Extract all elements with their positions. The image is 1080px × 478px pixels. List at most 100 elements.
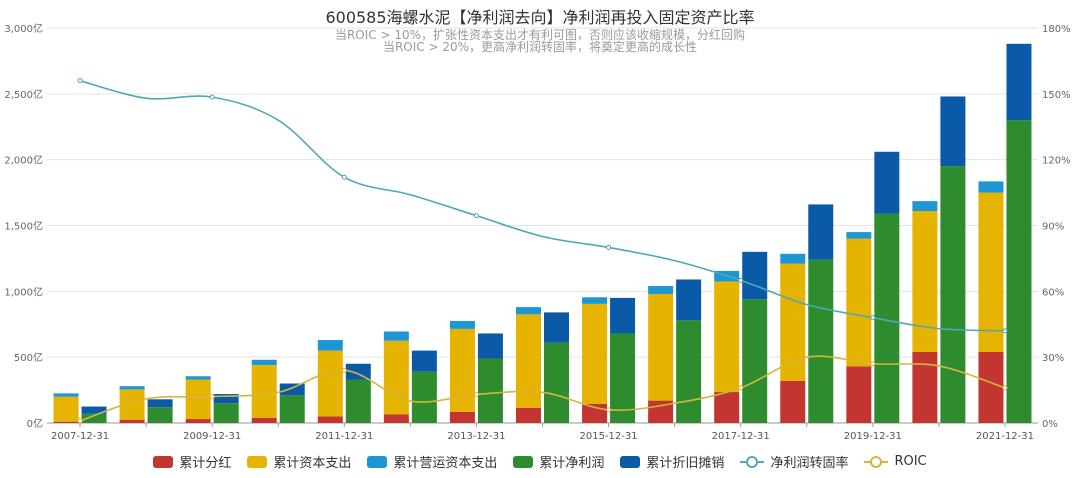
bar-累计净利润 — [411, 371, 437, 423]
bar-累计净利润 — [147, 407, 173, 423]
bar-累计分红 — [714, 392, 740, 423]
bar-累计净利润 — [940, 166, 966, 423]
point-净利润转固率 — [1002, 328, 1008, 334]
bar-累计折旧摊销 — [477, 333, 503, 359]
legend-label: 累计营运资本支出 — [393, 456, 498, 471]
x-tick-label: 2007-12-31 — [51, 431, 109, 442]
bar-累计分红 — [185, 419, 211, 423]
point-ROIC — [1002, 385, 1008, 391]
bar-累计资本支出 — [846, 238, 872, 367]
y-right-tick-label: 120% — [1042, 156, 1071, 167]
bar-累计资本支出 — [383, 340, 409, 415]
bar-累计分红 — [383, 414, 409, 423]
y-right-tick-label: 150% — [1042, 90, 1071, 101]
legend: 累计分红 累计资本支出 累计营运资本支出 累计净利润 累计折旧摊销 净利润转固率 ROIC — [0, 452, 1080, 471]
y-left-tick-label: 1,500亿 — [4, 220, 43, 233]
bar-累计折旧摊销 — [345, 363, 371, 380]
bar-累计折旧摊销 — [544, 312, 569, 343]
bar-累计营运资本支出 — [53, 393, 79, 397]
legend-swatch — [513, 455, 534, 468]
y-left-tick-label: 1,000亿 — [4, 285, 43, 298]
point-ROIC — [209, 394, 215, 400]
bar-累计营运资本支出 — [846, 232, 872, 239]
legend-item[interactable]: 累计分红 — [153, 452, 231, 471]
bar-累计分红 — [119, 419, 145, 423]
legend-item[interactable]: 累计折旧摊销 — [620, 452, 724, 471]
bar-累计营运资本支出 — [251, 359, 277, 366]
bar-累计资本支出 — [53, 396, 79, 422]
bar-累计营运资本支出 — [317, 340, 343, 351]
bar-累计折旧摊销 — [81, 406, 107, 414]
point-ROIC — [870, 361, 876, 367]
bar-累计折旧摊销 — [808, 204, 834, 260]
chart-subtitle-line-1: 当ROIC > 10%，扩张性资本支出才有利可图，否则应该收缩规模，分红回购 — [334, 28, 746, 42]
y-left-tick-label: 500亿 — [14, 351, 43, 364]
point-ROIC — [473, 391, 479, 397]
point-ROIC — [77, 418, 83, 424]
bar-累计营运资本支出 — [912, 201, 938, 212]
y-right-tick-label: 180% — [1042, 24, 1071, 35]
x-tick-label: 2009-12-31 — [183, 431, 241, 442]
bar-累计资本支出 — [648, 293, 674, 401]
bar-累计净利润 — [279, 395, 305, 423]
bar-累计折旧摊销 — [676, 279, 702, 321]
x-tick-label: 2011-12-31 — [315, 431, 373, 442]
y-left-tick-label: 2,500亿 — [4, 88, 43, 101]
bar-累计净利润 — [1006, 120, 1032, 424]
bar-累计资本支出 — [317, 350, 343, 417]
point-净利润转固率 — [738, 277, 744, 283]
y-right-tick-label: 0% — [1042, 419, 1058, 430]
bar-累计营运资本支出 — [582, 297, 608, 304]
point-净利润转固率 — [606, 244, 612, 250]
bar-累计营运资本支出 — [516, 307, 541, 315]
line-ROIC — [79, 355, 1006, 422]
legend-item[interactable]: 净利润转固率 — [740, 452, 848, 471]
bar-累计资本支出 — [449, 328, 475, 412]
legend-item[interactable]: 累计营运资本支出 — [367, 452, 497, 471]
bar-累计净利润 — [81, 413, 107, 423]
bar-累计资本支出 — [714, 281, 740, 393]
legend-item[interactable]: ROIC — [864, 454, 927, 469]
legend-item[interactable]: 累计资本支出 — [247, 452, 351, 471]
bar-累计分红 — [780, 380, 806, 423]
legend-label: 累计资本支出 — [273, 456, 352, 471]
y-left-tick-label: 2,000亿 — [4, 154, 43, 167]
point-净利润转固率 — [77, 78, 83, 84]
bar-累计资本支出 — [582, 303, 608, 404]
bar-累计折旧摊销 — [610, 297, 636, 334]
legend-swatch — [247, 455, 268, 468]
bar-累计分红 — [978, 351, 1004, 423]
bar-累计营运资本支出 — [648, 286, 674, 294]
x-tick-label: 2017-12-31 — [712, 431, 770, 442]
legend-label: 累计净利润 — [539, 456, 605, 471]
bar-累计资本支出 — [185, 379, 211, 420]
bar-累计分红 — [449, 411, 475, 423]
bar-累计营运资本支出 — [185, 376, 211, 380]
bar-累计净利润 — [213, 403, 239, 423]
bar-累计分红 — [251, 417, 277, 423]
chart-subtitle-line-2: 当ROIC > 20%，更高净利润转固率，将奠定更高的成长性 — [382, 40, 698, 54]
bar-累计折旧摊销 — [411, 350, 437, 372]
x-tick-label: 2019-12-31 — [844, 431, 902, 442]
bar-累计净利润 — [676, 320, 702, 423]
x-tick-label: 2013-12-31 — [447, 431, 505, 442]
bar-累计净利润 — [477, 358, 503, 423]
bar-累计净利润 — [345, 379, 371, 423]
bar-累计营运资本支出 — [119, 386, 145, 390]
legend-swatch — [864, 455, 889, 468]
bar-累计资本支出 — [780, 263, 806, 381]
bar-累计净利润 — [610, 333, 636, 423]
y-left-tick-label: 0亿 — [27, 417, 43, 430]
bar-累计折旧摊销 — [742, 251, 768, 300]
bar-累计分红 — [317, 416, 343, 423]
legend-swatch — [620, 455, 641, 468]
bar-累计净利润 — [808, 259, 834, 423]
legend-item[interactable]: 累计净利润 — [513, 452, 604, 471]
y-right-tick-label: 60% — [1042, 287, 1064, 298]
y-left-tick-label: 3,000亿 — [4, 22, 43, 35]
bar-累计营运资本支出 — [780, 253, 806, 264]
bar-累计资本支出 — [978, 192, 1004, 352]
legend-swatch — [367, 455, 388, 468]
legend-swatch — [153, 455, 174, 468]
